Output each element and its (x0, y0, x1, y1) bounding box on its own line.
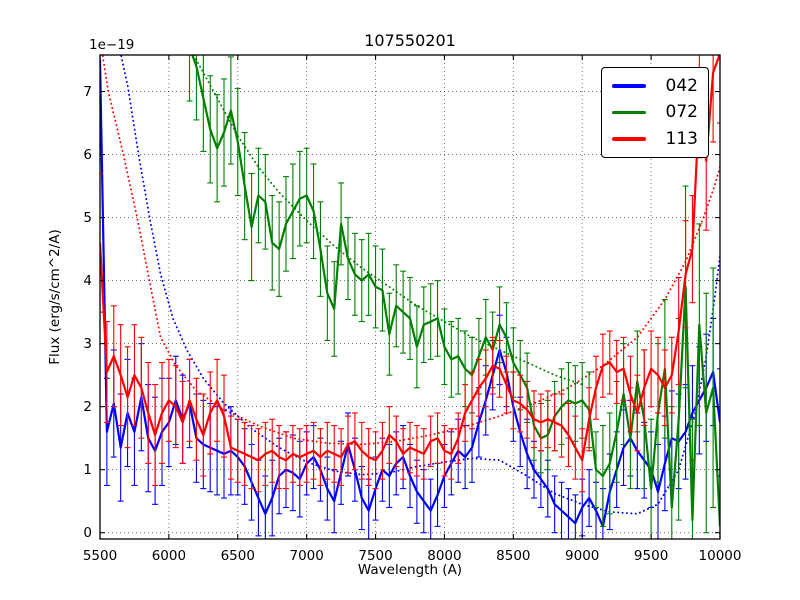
x-tick-label: 7500 (358, 548, 392, 564)
y-tick-label: 0 (83, 525, 92, 541)
legend-label: 113 (665, 128, 698, 149)
series-line-072 (191, 55, 720, 527)
x-axis-label: Wavelength (A) (357, 562, 463, 578)
y-tick-label: 6 (83, 147, 92, 163)
x-tick-label: 7000 (289, 548, 323, 564)
x-tick-label: 6000 (152, 548, 186, 564)
y-tick-label: 2 (83, 399, 92, 415)
legend-line-swatch-042 (612, 84, 646, 88)
x-tick-label: 9000 (565, 548, 599, 564)
legend-entry-072: 072 (612, 102, 698, 122)
legend-entry-042: 042 (612, 76, 698, 96)
series-line-113 (100, 55, 720, 462)
y-axis-offset-label: 1e−19 (89, 37, 135, 53)
x-tick-label: 6500 (221, 548, 255, 564)
legend-line-swatch-113 (612, 137, 646, 141)
y-tick-label: 7 (83, 84, 92, 100)
legend-entry-113: 113 (612, 129, 698, 149)
y-tick-label: 1 (83, 462, 92, 478)
dotted-line-113-model (101, 55, 720, 446)
legend-line-swatch-072 (612, 110, 646, 115)
ticks: 5500 6000 6500 7000 7500 8000 8500 9000 9500 1000… (83, 55, 742, 564)
x-tick-label: 10000 (699, 548, 742, 564)
axes-frame (99, 54, 721, 540)
legend-label: 072 (665, 102, 698, 123)
legend-label: 042 (665, 76, 698, 97)
x-tick-label: 8500 (496, 548, 530, 564)
x-tick-label: 9500 (634, 548, 668, 564)
legend: 042 072 113 (601, 67, 709, 158)
y-tick-label: 5 (83, 210, 92, 226)
series-113 (100, 55, 720, 493)
plot-title: 107550201 (364, 31, 456, 50)
x-tick-label: 8000 (427, 548, 461, 564)
y-tick-label: 3 (83, 336, 92, 352)
y-tick-label: 4 (83, 273, 92, 289)
x-tick-label: 5500 (83, 548, 117, 564)
y-axis-label: Flux (erg/s/cm^2/A) (47, 229, 63, 365)
dotted-line-072-model (192, 55, 584, 386)
